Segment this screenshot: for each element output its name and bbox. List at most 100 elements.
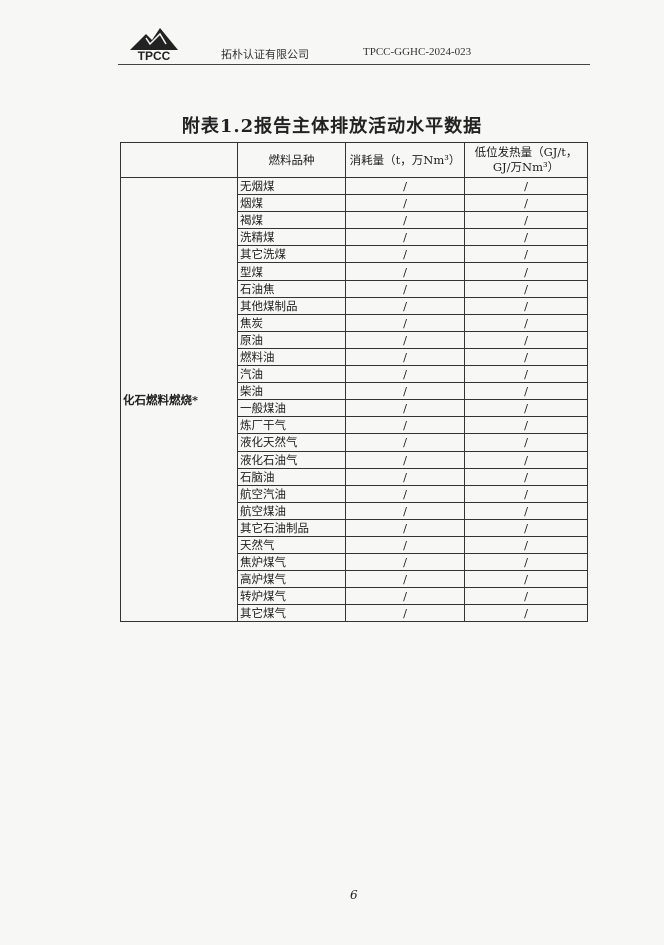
consumption-cell: / (345, 365, 465, 384)
fuel-name-cell: 原油 (237, 330, 346, 349)
ncv-cell: / (464, 553, 588, 572)
table-row: 液化天然气 / / (121, 433, 588, 452)
header-cell (120, 142, 238, 178)
consumption-cell: / (345, 313, 465, 332)
consumption-cell: / (345, 176, 465, 196)
table-row: 石脑油 / / (121, 467, 588, 486)
fuel-name-cell: 型煤 (237, 262, 346, 281)
consumption-cell: / (345, 279, 465, 298)
page-number: 6 (350, 888, 358, 902)
fuel-name-cell: 石油焦 (237, 279, 346, 298)
company-name: 拓朴认证有限公司 (221, 48, 309, 61)
svg-text:TPCC: TPCC (138, 49, 171, 62)
ncv-cell: / (464, 587, 588, 606)
consumption-cell: / (345, 501, 465, 520)
ncv-cell: / (464, 279, 588, 298)
consumption-cell: / (345, 330, 465, 349)
consumption-cell: / (345, 382, 465, 401)
fuel-name-cell: 焦炭 (237, 313, 346, 332)
table-row: 柴油 / / (121, 382, 588, 401)
consumption-cell: / (345, 587, 465, 606)
ncv-cell: / (464, 245, 588, 264)
fuel-name-cell: 烟煤 (237, 194, 346, 213)
ncv-cell: / (464, 450, 588, 469)
table-row: 一般煤油 / / (121, 399, 588, 418)
fuel-name-cell: 石脑油 (237, 467, 346, 486)
consumption-cell: / (345, 211, 465, 230)
activity-data-table: 燃料品种 消耗量（t，万Nm³） 低位发热量（GJ/t，GJ/万Nm³） 化石燃… (120, 142, 588, 623)
consumption-cell: / (345, 467, 465, 486)
table-row: 炼厂干气 / / (121, 416, 588, 435)
table-row: 天然气 / / (121, 535, 588, 555)
ncv-cell: / (464, 330, 588, 349)
fuel-name-cell: 液化石油气 (237, 450, 346, 469)
fuel-name-cell: 航空煤油 (237, 501, 346, 520)
consumption-cell: / (345, 399, 465, 418)
table-row: 其它石油制品 / / (121, 518, 588, 537)
ncv-cell: / (464, 313, 588, 332)
table-row: 其它洗煤 / / (121, 245, 588, 264)
fuel-name-cell: 其它煤气 (237, 604, 346, 623)
ncv-cell: / (464, 570, 588, 589)
fuel-name-cell: 汽油 (237, 365, 346, 384)
fuel-name-cell: 高炉煤气 (237, 570, 346, 589)
consumption-cell: / (345, 484, 465, 503)
consumption-cell: / (345, 262, 465, 281)
ncv-cell: / (464, 604, 588, 623)
fuel-name-cell: 无烟煤 (237, 176, 346, 196)
header-cell: 消耗量（t，万Nm³） (345, 142, 465, 178)
fuel-name-cell: 其它石油制品 (237, 518, 346, 537)
table-row: 型煤 / / (121, 262, 588, 281)
consumption-cell: / (345, 518, 465, 537)
table-row: 石油焦 / / (121, 279, 588, 298)
consumption-cell: / (345, 245, 465, 264)
table-row: 燃料油 / / (121, 347, 588, 367)
fuel-name-cell: 其他煤制品 (237, 296, 346, 315)
ncv-cell: / (464, 484, 588, 503)
table-row: 液化石油气 / / (121, 450, 588, 469)
table-row: 其它煤气 / / (121, 604, 588, 623)
table-row: 褐煤 / / (121, 211, 588, 230)
ncv-cell: / (464, 433, 588, 452)
fuel-name-cell: 炼厂干气 (237, 416, 346, 435)
consumption-cell: / (345, 553, 465, 572)
ncv-cell: / (464, 535, 588, 555)
table-row: 汽油 / / (121, 365, 588, 384)
consumption-cell: / (345, 450, 465, 469)
ncv-cell: / (464, 347, 588, 367)
table-row: 航空汽油 / / (121, 484, 588, 503)
header-divider (118, 64, 590, 65)
consumption-cell: / (345, 347, 465, 367)
fuel-name-cell: 液化天然气 (237, 433, 346, 452)
header-cell: 燃料品种 (237, 142, 346, 178)
table-row: 化石燃料燃烧* 无烟煤 / / (120, 176, 588, 623)
ncv-cell: / (464, 382, 588, 401)
ncv-cell: / (464, 467, 588, 486)
document-number: TPCC-GGHC-2024-023 (363, 46, 472, 58)
fuel-name-cell: 天然气 (237, 535, 346, 555)
consumption-cell: / (345, 570, 465, 589)
fuel-name-cell: 焦炉煤气 (237, 553, 346, 572)
consumption-cell: / (345, 296, 465, 315)
tpcc-logo: TPCC (130, 28, 178, 62)
fuel-name-cell: 褐煤 (237, 211, 346, 230)
fuel-name-cell: 洗精煤 (237, 228, 346, 247)
ncv-cell: / (464, 296, 588, 315)
consumption-cell: / (345, 433, 465, 452)
consumption-cell: / (345, 194, 465, 213)
fuel-name-cell: 航空汽油 (237, 484, 346, 503)
consumption-cell: / (345, 228, 465, 247)
consumption-cell: / (345, 535, 465, 555)
ncv-cell: / (464, 518, 588, 537)
ncv-cell: / (464, 416, 588, 435)
ncv-cell: / (464, 365, 588, 384)
table-row: 洗精煤 / / (121, 228, 588, 247)
table-row: 高炉煤气 / / (121, 570, 588, 589)
table-row: 焦炭 / / (121, 313, 588, 332)
ncv-cell: / (464, 399, 588, 418)
category-cell: 化石燃料燃烧* (120, 176, 238, 623)
table-row: 原油 / / (121, 330, 588, 349)
fuel-name-cell: 其它洗煤 (237, 245, 346, 264)
ncv-cell: / (464, 262, 588, 281)
ncv-cell: / (464, 228, 588, 247)
